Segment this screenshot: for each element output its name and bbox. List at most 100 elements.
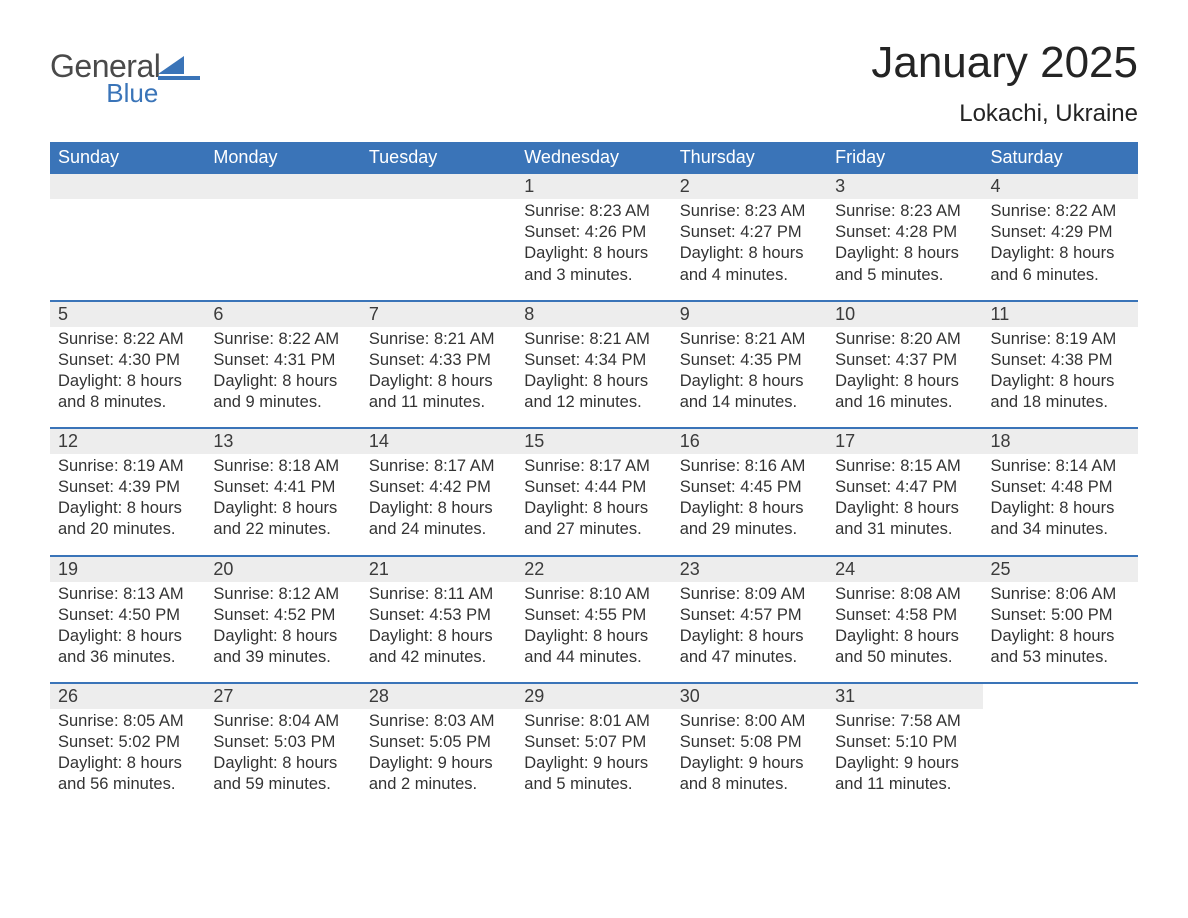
day-details: Sunrise: 8:19 AMSunset: 4:39 PMDaylight:…	[50, 454, 205, 540]
day-cell: 17Sunrise: 8:15 AMSunset: 4:47 PMDayligh…	[827, 429, 982, 554]
sunset-text: Sunset: 4:35 PM	[680, 350, 819, 371]
day-cell: 18Sunrise: 8:14 AMSunset: 4:48 PMDayligh…	[983, 429, 1138, 554]
header-row: General Blue January 2025 Lokachi, Ukrai…	[50, 40, 1138, 128]
daylight-text: Daylight: 8 hours and 34 minutes.	[991, 498, 1130, 540]
day-cell: 12Sunrise: 8:19 AMSunset: 4:39 PMDayligh…	[50, 429, 205, 554]
day-cell: 22Sunrise: 8:10 AMSunset: 4:55 PMDayligh…	[516, 557, 671, 682]
day-number: 26	[50, 684, 205, 709]
day-number: 27	[205, 684, 360, 709]
day-number: 11	[983, 302, 1138, 327]
calendar-document: General Blue January 2025 Lokachi, Ukrai…	[0, 0, 1188, 849]
week-row: 5Sunrise: 8:22 AMSunset: 4:30 PMDaylight…	[50, 300, 1138, 427]
day-cell: 19Sunrise: 8:13 AMSunset: 4:50 PMDayligh…	[50, 557, 205, 682]
day-cell: 6Sunrise: 8:22 AMSunset: 4:31 PMDaylight…	[205, 302, 360, 427]
dow-saturday: Saturday	[983, 142, 1138, 174]
daylight-text: Daylight: 8 hours and 4 minutes.	[680, 243, 819, 285]
sunset-text: Sunset: 4:41 PM	[213, 477, 352, 498]
day-cell	[50, 174, 205, 299]
day-cell: 30Sunrise: 8:00 AMSunset: 5:08 PMDayligh…	[672, 684, 827, 809]
day-cell: 20Sunrise: 8:12 AMSunset: 4:52 PMDayligh…	[205, 557, 360, 682]
sunrise-text: Sunrise: 8:00 AM	[680, 711, 819, 732]
sunrise-text: Sunrise: 8:23 AM	[835, 201, 974, 222]
logo-flag-icon	[158, 56, 200, 84]
day-details	[983, 709, 1138, 711]
sunrise-text: Sunrise: 8:10 AM	[524, 584, 663, 605]
brand-logo: General Blue	[50, 40, 200, 106]
day-cell: 26Sunrise: 8:05 AMSunset: 5:02 PMDayligh…	[50, 684, 205, 809]
sunset-text: Sunset: 4:34 PM	[524, 350, 663, 371]
day-number: 31	[827, 684, 982, 709]
day-details: Sunrise: 8:08 AMSunset: 4:58 PMDaylight:…	[827, 582, 982, 668]
day-details: Sunrise: 8:14 AMSunset: 4:48 PMDaylight:…	[983, 454, 1138, 540]
day-number	[205, 174, 360, 199]
title-block: January 2025 Lokachi, Ukraine	[871, 40, 1138, 128]
day-number: 18	[983, 429, 1138, 454]
day-details: Sunrise: 8:11 AMSunset: 4:53 PMDaylight:…	[361, 582, 516, 668]
sunrise-text: Sunrise: 8:12 AM	[213, 584, 352, 605]
day-cell: 4Sunrise: 8:22 AMSunset: 4:29 PMDaylight…	[983, 174, 1138, 299]
week-row: 26Sunrise: 8:05 AMSunset: 5:02 PMDayligh…	[50, 682, 1138, 809]
day-cell: 5Sunrise: 8:22 AMSunset: 4:30 PMDaylight…	[50, 302, 205, 427]
day-cell: 14Sunrise: 8:17 AMSunset: 4:42 PMDayligh…	[361, 429, 516, 554]
daylight-text: Daylight: 8 hours and 50 minutes.	[835, 626, 974, 668]
sunrise-text: Sunrise: 8:19 AM	[58, 456, 197, 477]
daylight-text: Daylight: 8 hours and 29 minutes.	[680, 498, 819, 540]
sunset-text: Sunset: 4:38 PM	[991, 350, 1130, 371]
sunrise-text: Sunrise: 8:22 AM	[58, 329, 197, 350]
day-details: Sunrise: 8:01 AMSunset: 5:07 PMDaylight:…	[516, 709, 671, 795]
dow-tuesday: Tuesday	[361, 142, 516, 174]
daylight-text: Daylight: 8 hours and 5 minutes.	[835, 243, 974, 285]
daylight-text: Daylight: 8 hours and 18 minutes.	[991, 371, 1130, 413]
day-details: Sunrise: 8:21 AMSunset: 4:35 PMDaylight:…	[672, 327, 827, 413]
daylight-text: Daylight: 8 hours and 9 minutes.	[213, 371, 352, 413]
day-number: 21	[361, 557, 516, 582]
day-details: Sunrise: 8:22 AMSunset: 4:31 PMDaylight:…	[205, 327, 360, 413]
day-number: 10	[827, 302, 982, 327]
daylight-text: Daylight: 8 hours and 12 minutes.	[524, 371, 663, 413]
day-details: Sunrise: 8:03 AMSunset: 5:05 PMDaylight:…	[361, 709, 516, 795]
daylight-text: Daylight: 9 hours and 8 minutes.	[680, 753, 819, 795]
sunset-text: Sunset: 4:27 PM	[680, 222, 819, 243]
day-cell: 21Sunrise: 8:11 AMSunset: 4:53 PMDayligh…	[361, 557, 516, 682]
daylight-text: Daylight: 8 hours and 42 minutes.	[369, 626, 508, 668]
sunrise-text: Sunrise: 8:15 AM	[835, 456, 974, 477]
sunrise-text: Sunrise: 8:17 AM	[369, 456, 508, 477]
day-number: 17	[827, 429, 982, 454]
dow-wednesday: Wednesday	[516, 142, 671, 174]
sunrise-text: Sunrise: 8:19 AM	[991, 329, 1130, 350]
day-details: Sunrise: 8:23 AMSunset: 4:26 PMDaylight:…	[516, 199, 671, 285]
day-cell: 23Sunrise: 8:09 AMSunset: 4:57 PMDayligh…	[672, 557, 827, 682]
sunrise-text: Sunrise: 8:14 AM	[991, 456, 1130, 477]
daylight-text: Daylight: 8 hours and 20 minutes.	[58, 498, 197, 540]
daylight-text: Daylight: 8 hours and 16 minutes.	[835, 371, 974, 413]
daylight-text: Daylight: 9 hours and 11 minutes.	[835, 753, 974, 795]
sunrise-text: Sunrise: 8:21 AM	[524, 329, 663, 350]
day-number: 8	[516, 302, 671, 327]
sunset-text: Sunset: 5:07 PM	[524, 732, 663, 753]
day-details: Sunrise: 8:09 AMSunset: 4:57 PMDaylight:…	[672, 582, 827, 668]
daylight-text: Daylight: 8 hours and 11 minutes.	[369, 371, 508, 413]
day-details: Sunrise: 8:22 AMSunset: 4:30 PMDaylight:…	[50, 327, 205, 413]
sunrise-text: Sunrise: 8:08 AM	[835, 584, 974, 605]
day-cell: 28Sunrise: 8:03 AMSunset: 5:05 PMDayligh…	[361, 684, 516, 809]
day-cell: 3Sunrise: 8:23 AMSunset: 4:28 PMDaylight…	[827, 174, 982, 299]
daylight-text: Daylight: 9 hours and 5 minutes.	[524, 753, 663, 795]
day-number: 15	[516, 429, 671, 454]
day-number: 25	[983, 557, 1138, 582]
location-label: Lokachi, Ukraine	[871, 100, 1138, 128]
sunset-text: Sunset: 4:48 PM	[991, 477, 1130, 498]
sunrise-text: Sunrise: 8:21 AM	[680, 329, 819, 350]
day-number	[361, 174, 516, 199]
sunrise-text: Sunrise: 8:20 AM	[835, 329, 974, 350]
day-number: 7	[361, 302, 516, 327]
daylight-text: Daylight: 8 hours and 47 minutes.	[680, 626, 819, 668]
day-details: Sunrise: 8:23 AMSunset: 4:28 PMDaylight:…	[827, 199, 982, 285]
sunrise-text: Sunrise: 7:58 AM	[835, 711, 974, 732]
day-cell: 11Sunrise: 8:19 AMSunset: 4:38 PMDayligh…	[983, 302, 1138, 427]
sunrise-text: Sunrise: 8:21 AM	[369, 329, 508, 350]
sunrise-text: Sunrise: 8:05 AM	[58, 711, 197, 732]
day-details: Sunrise: 8:21 AMSunset: 4:33 PMDaylight:…	[361, 327, 516, 413]
day-details: Sunrise: 8:06 AMSunset: 5:00 PMDaylight:…	[983, 582, 1138, 668]
day-number: 19	[50, 557, 205, 582]
sunrise-text: Sunrise: 8:22 AM	[213, 329, 352, 350]
